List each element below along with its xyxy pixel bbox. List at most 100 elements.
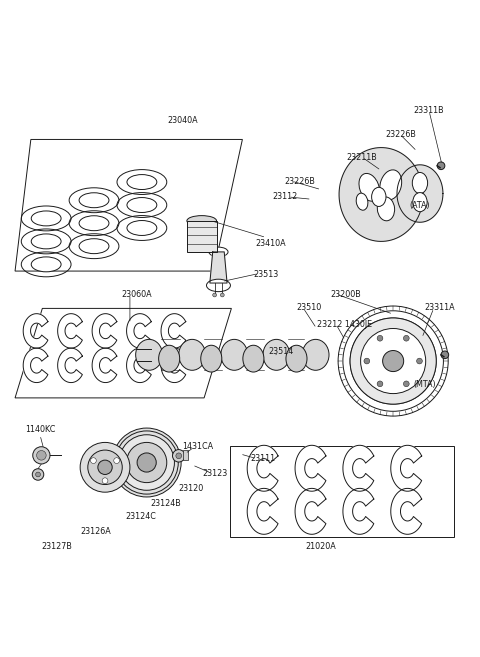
Ellipse shape: [359, 173, 380, 201]
Text: 23112: 23112: [273, 193, 298, 202]
Ellipse shape: [356, 193, 368, 210]
Polygon shape: [339, 148, 423, 241]
Circle shape: [36, 472, 40, 477]
Text: 23510: 23510: [297, 304, 322, 313]
Polygon shape: [210, 252, 227, 283]
Text: 1431CA: 1431CA: [182, 442, 214, 451]
Text: 23514: 23514: [268, 347, 293, 356]
Circle shape: [176, 453, 181, 459]
Ellipse shape: [158, 345, 180, 372]
Polygon shape: [92, 313, 117, 348]
Ellipse shape: [263, 340, 290, 371]
Polygon shape: [92, 348, 117, 382]
Ellipse shape: [412, 173, 428, 194]
Circle shape: [102, 478, 108, 484]
Text: 23111: 23111: [251, 454, 276, 463]
Text: 23226B: 23226B: [385, 130, 416, 139]
Bar: [187, 221, 216, 252]
Text: 23123: 23123: [203, 468, 228, 478]
Text: 23226B: 23226B: [284, 177, 315, 185]
Ellipse shape: [79, 193, 109, 208]
Ellipse shape: [31, 234, 61, 249]
Text: 23127B: 23127B: [42, 542, 72, 551]
Polygon shape: [23, 348, 48, 382]
Ellipse shape: [119, 435, 174, 490]
Circle shape: [172, 449, 185, 462]
Text: 23212 1430JE: 23212 1430JE: [317, 320, 372, 329]
Ellipse shape: [209, 247, 228, 257]
Circle shape: [33, 447, 50, 464]
Polygon shape: [247, 488, 278, 534]
Text: 23311A: 23311A: [425, 304, 456, 313]
Ellipse shape: [88, 450, 122, 484]
Ellipse shape: [136, 340, 162, 371]
Text: 23126A: 23126A: [80, 528, 111, 536]
Circle shape: [441, 351, 449, 359]
Circle shape: [36, 451, 46, 460]
Circle shape: [91, 458, 96, 463]
Ellipse shape: [127, 221, 157, 235]
Polygon shape: [397, 165, 443, 222]
Ellipse shape: [360, 328, 426, 394]
Ellipse shape: [179, 340, 205, 371]
Circle shape: [364, 358, 370, 364]
Polygon shape: [127, 313, 151, 348]
Ellipse shape: [243, 345, 264, 372]
Circle shape: [377, 335, 383, 341]
Ellipse shape: [350, 318, 436, 404]
Text: 23124C: 23124C: [125, 512, 156, 520]
Ellipse shape: [221, 340, 248, 371]
Circle shape: [404, 381, 409, 387]
Circle shape: [32, 468, 44, 480]
Ellipse shape: [286, 345, 307, 372]
Ellipse shape: [127, 198, 157, 212]
Circle shape: [220, 293, 224, 297]
Ellipse shape: [31, 211, 61, 226]
Ellipse shape: [302, 340, 329, 371]
Circle shape: [377, 381, 383, 387]
Text: (MTA): (MTA): [413, 380, 435, 389]
Ellipse shape: [31, 257, 61, 272]
Ellipse shape: [201, 345, 222, 372]
Text: 1140KC: 1140KC: [25, 426, 55, 434]
Ellipse shape: [79, 215, 109, 231]
Polygon shape: [391, 445, 421, 491]
Ellipse shape: [380, 170, 402, 200]
Circle shape: [114, 458, 120, 463]
Ellipse shape: [413, 193, 427, 212]
Polygon shape: [295, 445, 326, 491]
Polygon shape: [161, 348, 186, 382]
Bar: [182, 450, 188, 460]
Text: 23060A: 23060A: [122, 290, 153, 298]
Ellipse shape: [112, 428, 181, 497]
Text: 23120: 23120: [179, 484, 204, 493]
Text: 23124B: 23124B: [150, 499, 181, 508]
Text: 23311B: 23311B: [414, 106, 444, 115]
Ellipse shape: [383, 351, 404, 372]
Polygon shape: [343, 445, 374, 491]
Polygon shape: [161, 313, 186, 348]
Ellipse shape: [127, 442, 167, 483]
Ellipse shape: [79, 238, 109, 254]
Circle shape: [213, 293, 216, 297]
Polygon shape: [391, 488, 421, 534]
Text: 23410A: 23410A: [256, 238, 287, 248]
Polygon shape: [127, 348, 151, 382]
Ellipse shape: [372, 187, 386, 206]
Ellipse shape: [137, 453, 156, 472]
Text: 23513: 23513: [254, 271, 279, 279]
Ellipse shape: [127, 175, 157, 189]
Text: 23200B: 23200B: [330, 290, 360, 298]
Polygon shape: [247, 445, 278, 491]
Ellipse shape: [377, 197, 395, 221]
Polygon shape: [343, 488, 374, 534]
Circle shape: [417, 358, 422, 364]
Ellipse shape: [187, 215, 216, 226]
Ellipse shape: [80, 442, 130, 492]
Text: 23040A: 23040A: [167, 116, 198, 125]
Text: 23211B: 23211B: [347, 152, 377, 162]
Circle shape: [404, 335, 409, 341]
Polygon shape: [295, 488, 326, 534]
Polygon shape: [58, 313, 83, 348]
Ellipse shape: [206, 279, 230, 292]
